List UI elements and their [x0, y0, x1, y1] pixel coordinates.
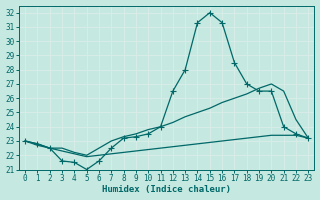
X-axis label: Humidex (Indice chaleur): Humidex (Indice chaleur) — [102, 185, 231, 194]
